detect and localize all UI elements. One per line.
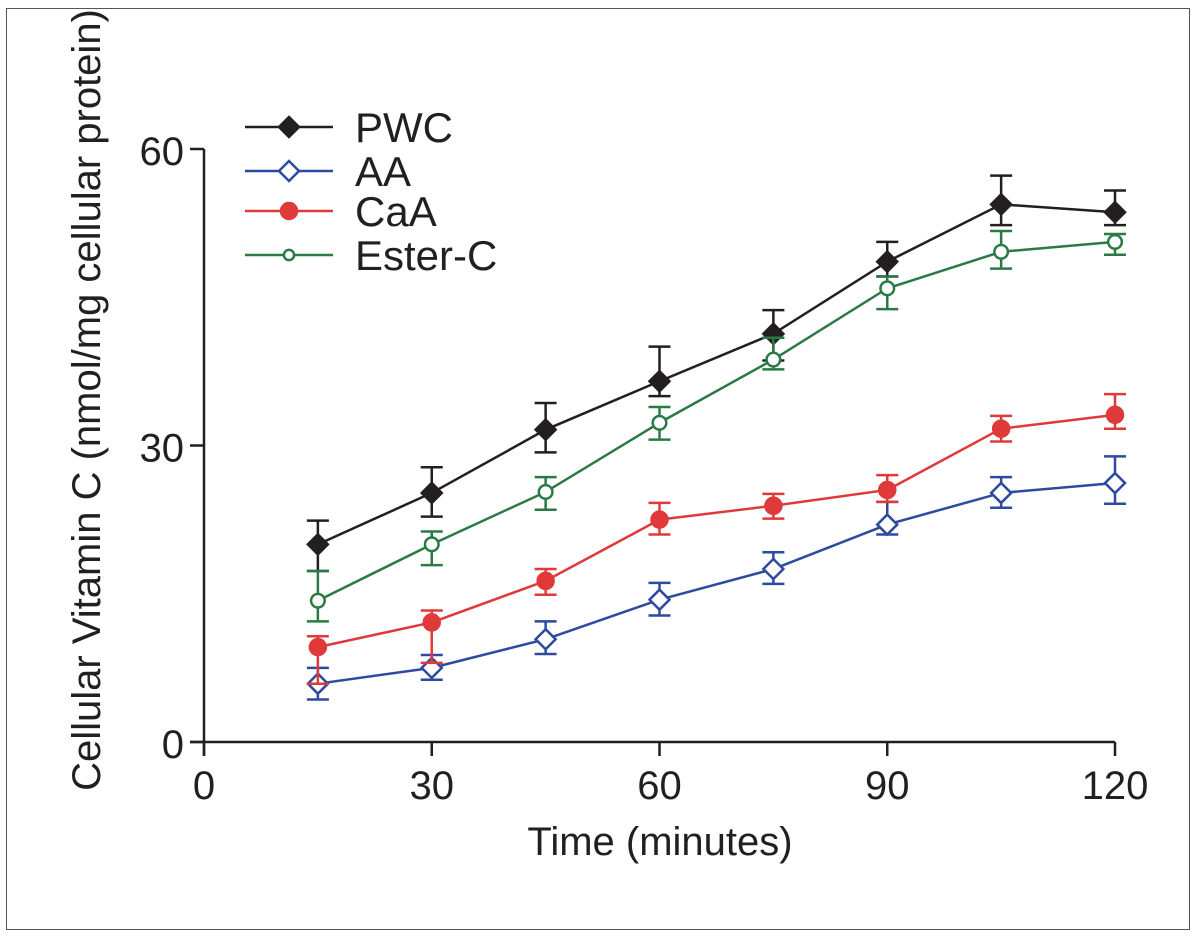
series-line [317, 481, 1116, 685]
legend-marker [277, 159, 301, 183]
data-point-marker [306, 532, 330, 557]
data-point-marker [764, 496, 783, 516]
legend-item: Ester-C [245, 232, 497, 279]
data-point-marker [533, 417, 558, 442]
legend-label: Ester-C [355, 232, 497, 279]
data-point-marker [651, 414, 668, 431]
data-point-marker [647, 587, 672, 612]
legend-marker [282, 248, 296, 262]
x-tick-label: 120 [1082, 764, 1149, 808]
data-point-marker [647, 369, 672, 394]
plot-area [306, 174, 1127, 701]
legend-item: AA [245, 148, 411, 195]
data-point-marker [650, 510, 669, 529]
data-point-marker [1106, 233, 1124, 250]
series-ester-c [306, 229, 1126, 623]
y-ticks: 0 30 60 [140, 130, 204, 767]
data-point-marker [993, 243, 1010, 260]
data-point-marker [991, 419, 1011, 438]
legend-item: PWC [245, 104, 453, 151]
legend-label: CaA [355, 188, 437, 235]
x-tick-label: 0 [193, 764, 215, 808]
data-point-marker [1105, 405, 1125, 425]
data-point-marker [536, 571, 555, 591]
series-line [317, 413, 1116, 649]
x-tick-label: 90 [865, 764, 910, 808]
x-tick-label: 30 [410, 764, 455, 808]
data-point-marker [875, 512, 900, 537]
data-point-marker [989, 192, 1013, 217]
legend-marker [279, 201, 299, 221]
data-point-marker [1103, 471, 1127, 495]
legend-label: AA [355, 148, 411, 195]
data-point-marker [309, 592, 326, 609]
x-axis-title: Time (minutes) [527, 820, 792, 864]
legend-marker [277, 115, 301, 139]
data-point-marker [875, 249, 900, 274]
data-point-marker [537, 483, 554, 501]
y-axis-title: Cellular Vitamin C (nmol/mg cellular pro… [65, 9, 109, 791]
x-ticks: 0 30 60 90 120 [193, 742, 1149, 808]
data-point-marker [879, 280, 896, 297]
series-line [317, 203, 1116, 546]
legend-label: PWC [355, 104, 453, 151]
data-point-marker [308, 637, 328, 657]
axes: 0 30 60 90 120 0 30 60 Time (minutes) Cellular… [65, 9, 1148, 864]
series-aa [306, 455, 1127, 701]
y-tick-label: 30 [140, 427, 185, 471]
data-point-marker [533, 627, 558, 651]
data-point-marker [761, 557, 786, 581]
data-point-marker [419, 481, 444, 505]
x-tick-label: 60 [637, 764, 682, 808]
y-tick-label: 60 [140, 130, 185, 174]
data-point-marker [1103, 200, 1127, 225]
y-tick-label: 0 [162, 723, 184, 767]
data-point-marker [423, 536, 440, 553]
series-pwc [306, 174, 1127, 573]
data-point-marker [989, 481, 1013, 505]
series-caa [306, 392, 1126, 685]
series-line [317, 240, 1116, 602]
legend-item: CaA [245, 188, 437, 235]
data-point-marker [422, 613, 441, 632]
data-point-marker [765, 351, 782, 368]
data-point-marker [878, 480, 897, 500]
